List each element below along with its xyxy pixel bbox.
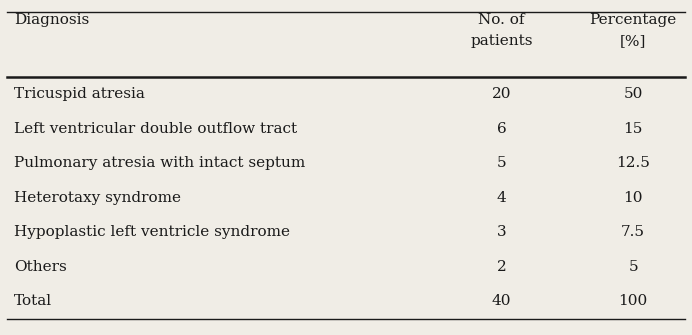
Text: 12.5: 12.5 bbox=[617, 156, 650, 170]
Text: Heterotaxy syndrome: Heterotaxy syndrome bbox=[14, 191, 181, 205]
Text: 40: 40 bbox=[492, 294, 511, 308]
Text: 7.5: 7.5 bbox=[621, 225, 645, 239]
Text: 15: 15 bbox=[623, 122, 643, 136]
Text: Hypoplastic left ventricle syndrome: Hypoplastic left ventricle syndrome bbox=[14, 225, 290, 239]
Text: Left ventricular double outflow tract: Left ventricular double outflow tract bbox=[14, 122, 297, 136]
Text: 3: 3 bbox=[497, 225, 507, 239]
Text: Pulmonary atresia with intact septum: Pulmonary atresia with intact septum bbox=[14, 156, 305, 170]
Text: 5: 5 bbox=[628, 260, 638, 274]
Text: 6: 6 bbox=[497, 122, 507, 136]
Text: Tricuspid atresia: Tricuspid atresia bbox=[14, 87, 145, 101]
Text: 5: 5 bbox=[497, 156, 507, 170]
Text: 10: 10 bbox=[623, 191, 643, 205]
Text: Diagnosis: Diagnosis bbox=[14, 13, 89, 27]
Text: Total: Total bbox=[14, 294, 52, 308]
Text: Percentage
[%]: Percentage [%] bbox=[590, 13, 677, 48]
Text: 100: 100 bbox=[619, 294, 648, 308]
Text: 4: 4 bbox=[497, 191, 507, 205]
Text: Others: Others bbox=[14, 260, 66, 274]
Text: 50: 50 bbox=[623, 87, 643, 101]
Text: 2: 2 bbox=[497, 260, 507, 274]
Text: No. of
patients: No. of patients bbox=[471, 13, 533, 48]
Text: 20: 20 bbox=[492, 87, 511, 101]
